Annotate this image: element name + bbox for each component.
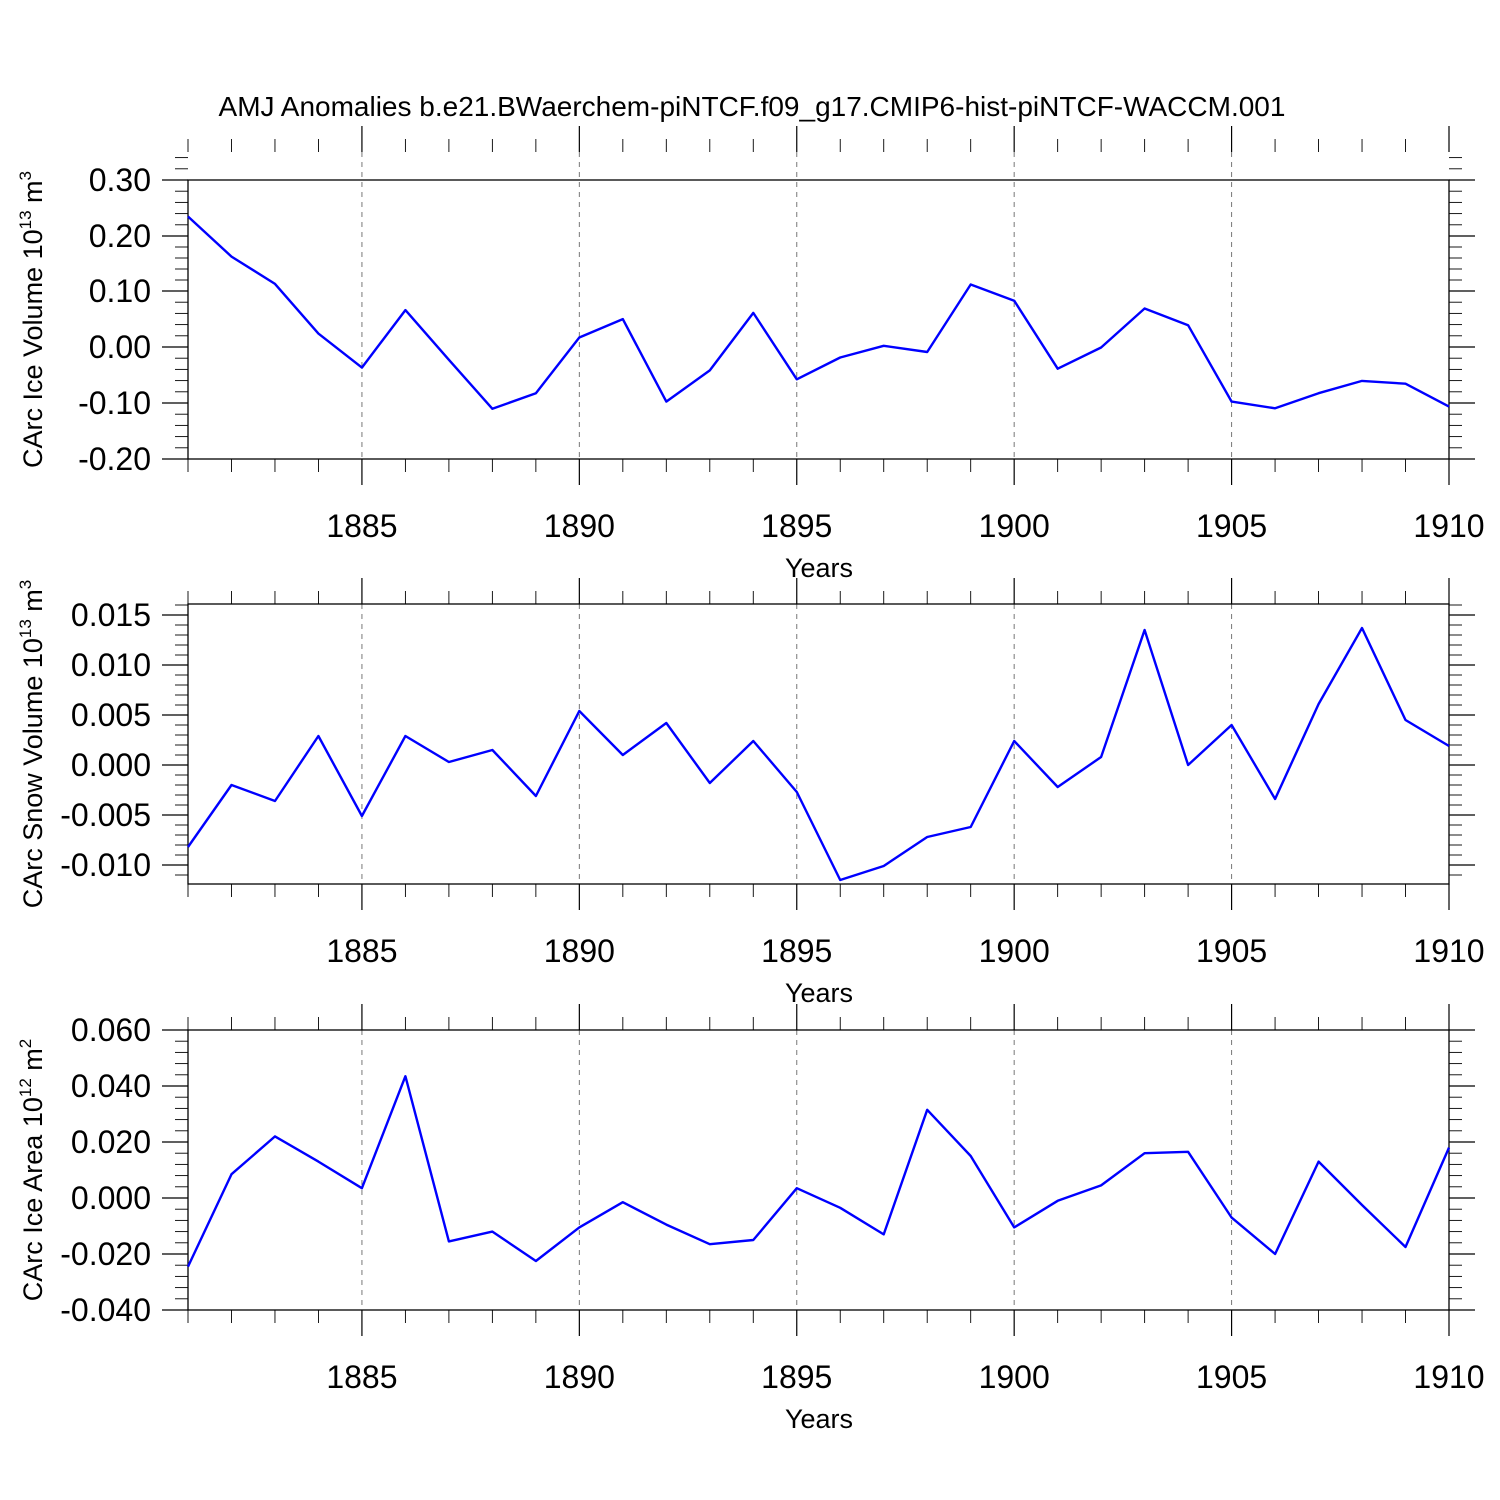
panel-ice-area: -0.040 -0.020 0.000 0.020 0.040 0.060 1885 1890… bbox=[16, 1004, 1485, 1434]
x-tick-label-1910: 1910 bbox=[1413, 1359, 1484, 1395]
x-axis-label: Years bbox=[785, 978, 853, 1008]
plot-frame bbox=[187, 1029, 1450, 1311]
y-tick-label: 0.00 bbox=[89, 329, 151, 365]
x-axis-label: Years bbox=[785, 553, 853, 583]
y-tick-label: -0.20 bbox=[78, 441, 151, 477]
y-axis-label: CArc Snow Volume 1013 m3 bbox=[16, 580, 48, 909]
x-tick-label-1910: 1910 bbox=[1413, 508, 1484, 544]
y-tick-label: 0.020 bbox=[71, 1124, 151, 1160]
x-tick-label-1900: 1900 bbox=[979, 933, 1050, 969]
chart-title: AMJ Anomalies b.e21.BWaerchem-piNTCF.f09… bbox=[219, 91, 1286, 122]
y-axis-label: CArc Ice Area 1012 m2 bbox=[16, 1039, 48, 1302]
series-line bbox=[187, 626, 1450, 882]
y-tick-label: 0.000 bbox=[71, 747, 151, 783]
x-tick-label-1890: 1890 bbox=[544, 508, 615, 544]
y-tick-label: 0.10 bbox=[89, 273, 151, 309]
plot-frame bbox=[187, 603, 1450, 885]
x-tick-label-1905: 1905 bbox=[1196, 933, 1267, 969]
x-tick-label-1900: 1900 bbox=[979, 1359, 1050, 1395]
plot-frame bbox=[187, 179, 1450, 460]
x-tick-label-1885: 1885 bbox=[326, 508, 397, 544]
x-tick-label-1900: 1900 bbox=[979, 508, 1050, 544]
y-tick-label: 0.040 bbox=[71, 1068, 151, 1104]
y-tick-label: 0.015 bbox=[71, 597, 151, 633]
x-tick-label-1895: 1895 bbox=[761, 508, 832, 544]
x-tick-label-1885: 1885 bbox=[326, 1359, 397, 1395]
x-tick-label-1895: 1895 bbox=[761, 1359, 832, 1395]
x-tick-label-1885: 1885 bbox=[326, 933, 397, 969]
panel-snow-volume: -0.010 -0.005 0.000 0.005 0.010 0.015 1885 1890… bbox=[16, 578, 1485, 1008]
panel-ice-volume: -0.20 -0.10 0.00 0.10 0.20 0.30 1885 1890 1895 19… bbox=[16, 126, 1485, 583]
y-axis-label: CArc Ice Volume 1013 m3 bbox=[16, 171, 48, 468]
y-tick-label: 0.000 bbox=[71, 1180, 151, 1216]
y-tick-label: -0.005 bbox=[60, 797, 151, 833]
series-line bbox=[186, 1074, 1451, 1268]
y-tick-label: 0.30 bbox=[89, 162, 151, 198]
x-tick-label-1910: 1910 bbox=[1413, 933, 1484, 969]
x-tick-label-1905: 1905 bbox=[1196, 508, 1267, 544]
x-axis-label: Years bbox=[785, 1404, 853, 1434]
y-tick-label: 0.005 bbox=[71, 697, 151, 733]
y-tick-label: 0.010 bbox=[71, 647, 151, 683]
y-tick-label: -0.020 bbox=[60, 1236, 151, 1272]
y-tick-label: -0.040 bbox=[60, 1292, 151, 1328]
series-line bbox=[187, 215, 1450, 410]
y-tick-label: -0.10 bbox=[78, 385, 151, 421]
x-tick-label-1895: 1895 bbox=[761, 933, 832, 969]
x-tick-label-1890: 1890 bbox=[544, 1359, 615, 1395]
x-tick-label-1890: 1890 bbox=[544, 933, 615, 969]
y-tick-label: 0.20 bbox=[89, 218, 151, 254]
x-tick-label-1905: 1905 bbox=[1196, 1359, 1267, 1395]
y-tick-label: -0.010 bbox=[60, 847, 151, 883]
y-tick-label: 0.060 bbox=[71, 1012, 151, 1048]
